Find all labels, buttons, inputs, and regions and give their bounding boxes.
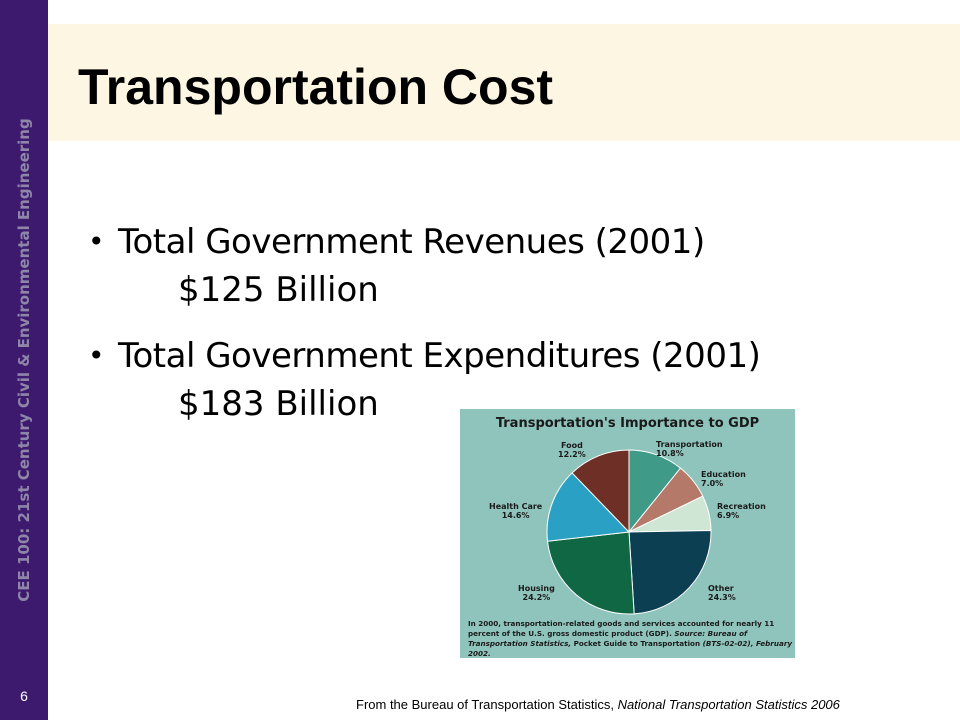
pie-chart-svg <box>546 449 712 615</box>
sidebar: CEE 100: 21st Century Civil & Environmen… <box>0 0 48 720</box>
source-citation: From the Bureau of Transportation Statis… <box>356 697 840 712</box>
pie-slice-food <box>571 449 630 534</box>
pie-slice-housing <box>546 531 635 615</box>
bullet-dot-icon: • <box>88 339 105 372</box>
pie-slice-health-care <box>546 472 631 542</box>
sidebar-course-title: CEE 100: 21st Century Civil & Environmen… <box>15 118 33 602</box>
bullet-dot-icon: • <box>88 225 105 258</box>
chart-note: In 2000, transportation-related goods an… <box>468 619 793 658</box>
page-number: 6 <box>20 688 28 704</box>
label-recreation: Recreation 6.9% <box>717 502 766 520</box>
label-other: Other 24.3% <box>708 584 736 602</box>
bullet-text: Total Government Expenditures (2001) <box>118 336 761 376</box>
label-education: Education 7.0% <box>701 470 746 488</box>
pie-slice-other <box>628 529 712 615</box>
bullet-value: $183 Billion <box>178 384 379 424</box>
label-housing: Housing 24.2% <box>518 584 555 602</box>
chart-title: Transportation's Importance to GDP <box>495 416 760 431</box>
label-transportation: Transportation 10.8% <box>656 440 723 458</box>
title-band <box>48 24 960 141</box>
gdp-pie-chart: Transportation's Importance to GDP Trans… <box>460 409 795 658</box>
slide-title: Transportation Cost <box>78 59 554 115</box>
bullet-text: Total Government Revenues (2001) <box>118 222 705 262</box>
bullet-value: $125 Billion <box>178 270 379 310</box>
label-health-care: Health Care 14.6% <box>489 502 543 520</box>
label-food: Food 12.2% <box>558 441 586 459</box>
